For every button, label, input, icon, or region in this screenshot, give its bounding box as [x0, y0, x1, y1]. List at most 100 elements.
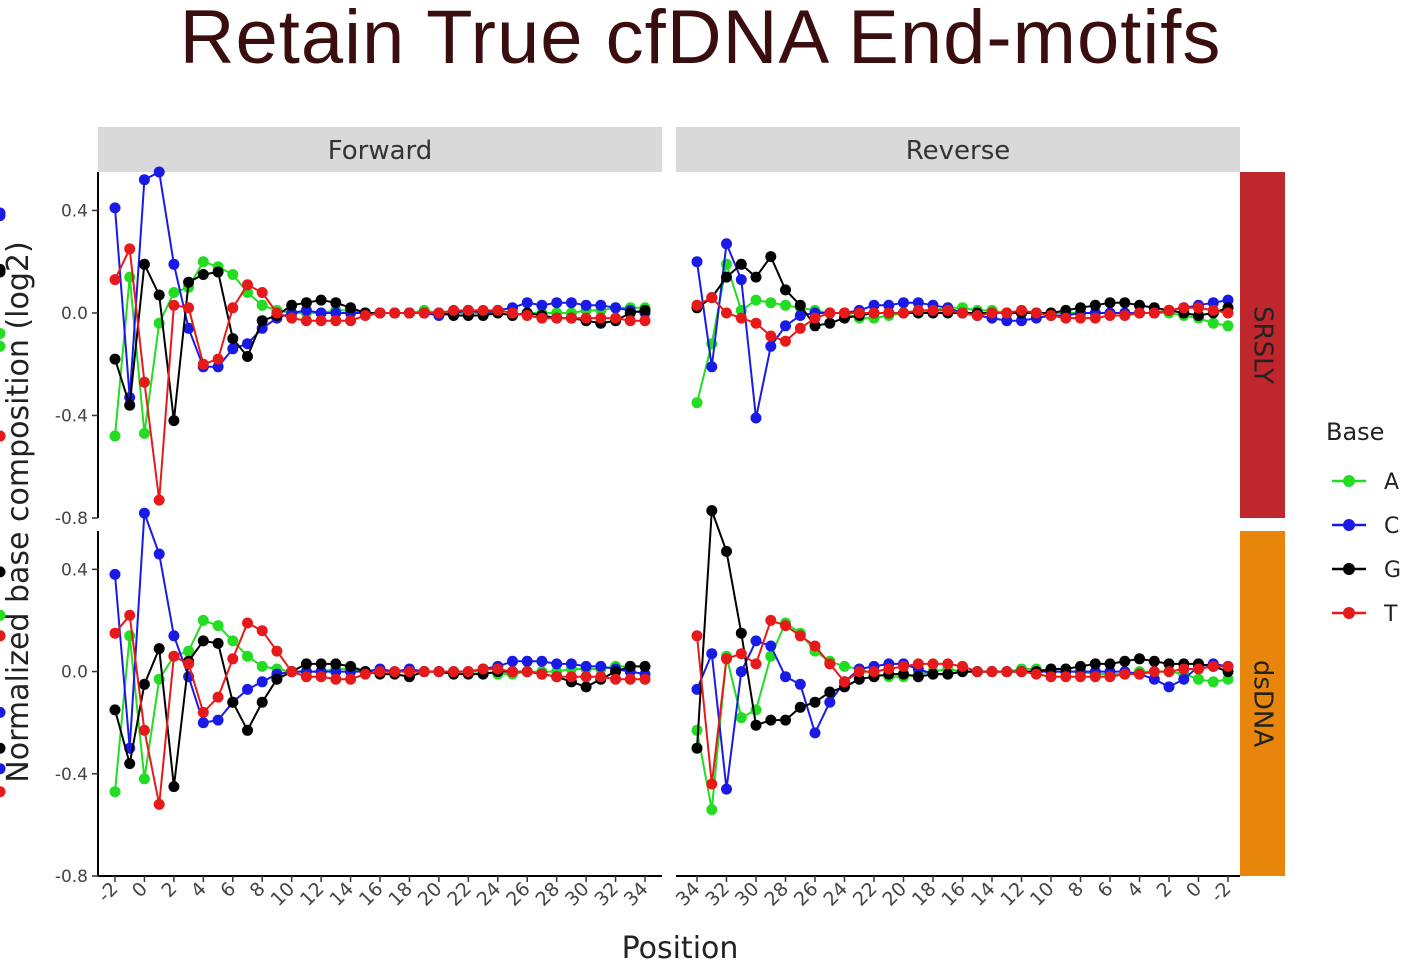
data-point-T [168, 650, 180, 662]
data-point-A [109, 430, 121, 442]
data-point-C [898, 297, 909, 309]
data-point-T [750, 317, 762, 329]
data-point-T [624, 673, 636, 685]
data-point-A [750, 294, 762, 306]
y-tick-label: 0.0 [61, 304, 88, 324]
data-point-T [183, 302, 195, 314]
data-point-A [765, 297, 777, 309]
series-line-A [114, 260, 645, 437]
data-point-T [883, 307, 895, 319]
data-point-T [138, 724, 150, 736]
legend-label-A: A [1384, 470, 1399, 495]
data-point-G [0, 266, 6, 278]
data-point-G [691, 742, 703, 754]
data-point-T [898, 307, 909, 319]
data-point-G [1193, 310, 1204, 321]
legend-label-C: C [1384, 514, 1399, 539]
data-point-G [824, 686, 836, 698]
data-point-T [271, 645, 283, 657]
data-point-T [565, 671, 577, 683]
data-point-T [824, 307, 836, 319]
data-point-T [477, 663, 489, 675]
data-point-C [706, 648, 718, 660]
slide-title: Retain True cfDNA End-motifs [179, 0, 1222, 80]
data-point-T [1119, 310, 1131, 321]
data-point-C [780, 320, 791, 332]
data-point-G [750, 719, 762, 731]
data-point-T [138, 376, 150, 388]
data-point-T [1030, 668, 1042, 680]
data-point-C [750, 412, 762, 424]
data-point-T [507, 307, 518, 319]
x-tick-label: 16 [355, 878, 388, 911]
x-tick-label: 20 [414, 878, 447, 911]
data-point-T [153, 798, 165, 810]
x-tick-label: 0 [1182, 878, 1206, 902]
data-point-T [971, 310, 983, 321]
data-point-T [1148, 307, 1160, 319]
data-point-G [735, 627, 747, 639]
data-point-C [750, 635, 762, 647]
data-point-A [780, 299, 791, 311]
data-point-T [610, 673, 622, 685]
data-point-G [227, 333, 239, 345]
data-point-T [868, 307, 880, 319]
data-point-C [824, 696, 836, 708]
data-point-G [610, 666, 622, 678]
data-point-T [1016, 666, 1027, 678]
data-point-G [624, 660, 636, 672]
data-point-T [109, 274, 121, 286]
x-tick-label: 22 [443, 878, 476, 911]
data-point-C [256, 676, 268, 688]
data-point-C [0, 210, 6, 222]
data-point-T [580, 312, 592, 324]
data-point-T [1178, 302, 1190, 314]
data-point-T [183, 658, 195, 670]
data-point-C [721, 783, 732, 795]
data-point-T [536, 312, 548, 324]
data-point-A [1222, 320, 1234, 332]
data-point-G [227, 696, 239, 708]
data-point-G [706, 505, 718, 517]
data-point-T [565, 312, 577, 324]
data-point-C [109, 202, 121, 214]
data-point-A [1207, 317, 1219, 329]
data-point-C [580, 299, 592, 311]
data-point-G [809, 696, 821, 708]
data-point-C [912, 297, 924, 309]
data-point-T [1075, 671, 1086, 683]
data-point-T [706, 292, 718, 304]
legend-marker-C [1343, 519, 1355, 531]
data-point-T [477, 304, 489, 316]
data-point-C [330, 666, 342, 678]
data-point-T [735, 648, 747, 660]
data-point-G [780, 714, 791, 726]
x-tick-label: 0 [128, 878, 152, 902]
data-point-G [183, 276, 195, 288]
y-tick-label: -0.8 [55, 509, 88, 529]
x-tick-label: 2 [157, 878, 181, 902]
data-point-T [1030, 307, 1042, 319]
data-point-A [0, 340, 6, 352]
data-point-T [853, 307, 865, 319]
data-point-T [521, 310, 533, 321]
data-point-T [839, 676, 850, 688]
data-point-T [403, 307, 415, 319]
x-tick-label: 10 [267, 878, 300, 911]
x-tick-label: 34 [620, 878, 653, 911]
data-point-T [536, 668, 548, 680]
data-point-C [595, 299, 607, 311]
data-point-G [809, 320, 821, 332]
x-tick-label: -2 [1207, 878, 1236, 907]
data-point-G [721, 545, 732, 557]
data-point-T [624, 315, 636, 327]
x-tick-label: 10 [1026, 878, 1059, 911]
data-point-T [462, 666, 474, 678]
data-point-T [595, 671, 607, 683]
data-point-C [1178, 673, 1190, 685]
data-point-A [138, 773, 150, 785]
data-point-T [883, 663, 895, 675]
facet-strip-reverse [676, 127, 1240, 172]
data-point-C [212, 361, 224, 373]
data-point-G [315, 658, 327, 670]
